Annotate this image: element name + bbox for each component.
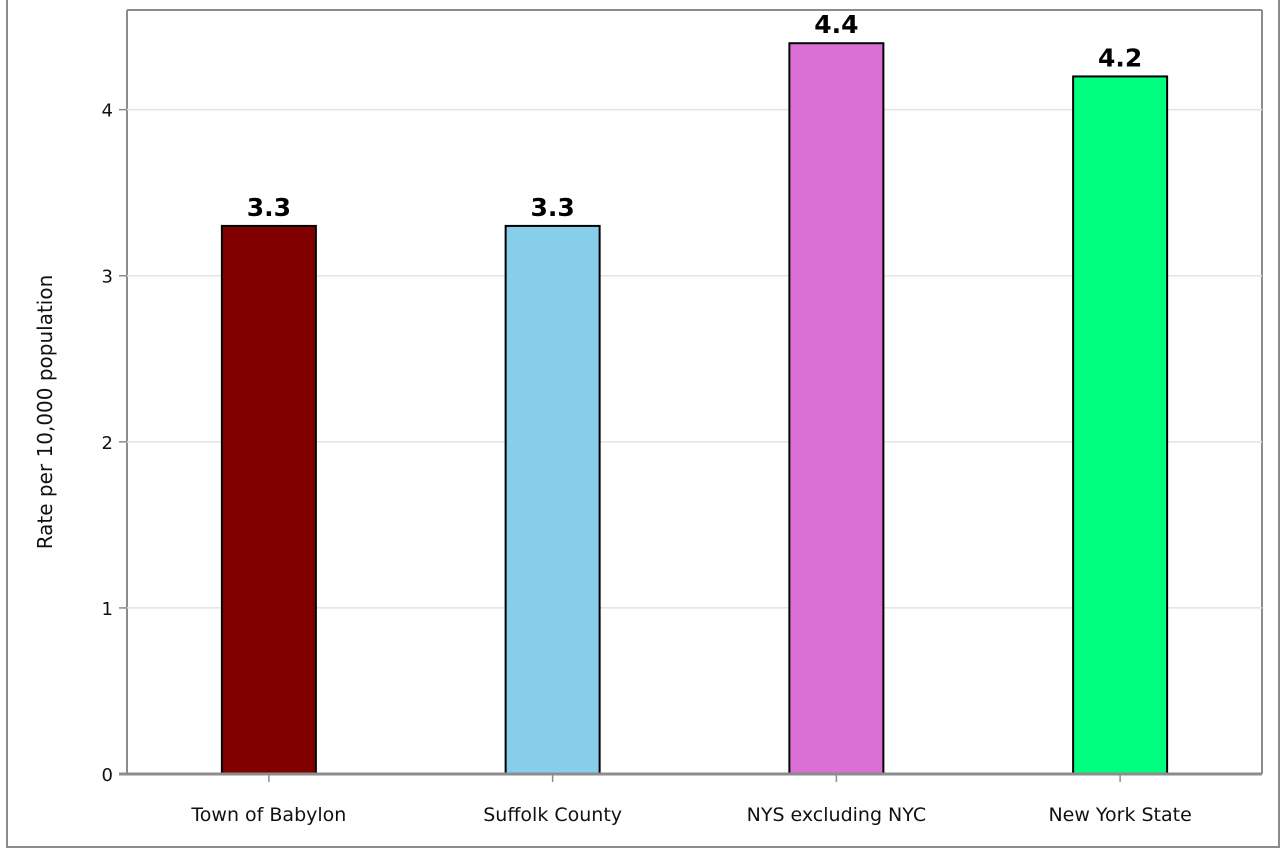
x-axis: Town of Babylon Suffolk County NYS excludi… [119,772,1262,826]
x-tick-label: NYS excluding NYC [747,804,926,826]
y-tick-label: 3 [102,267,113,288]
x-tick-label: New York State [1048,804,1191,826]
data-label: 3.3 [530,193,574,222]
data-label: 4.4 [814,10,858,39]
x-tick-label: Suffolk County [483,804,622,826]
bar [788,42,885,775]
bar [1072,75,1169,776]
y-tick-label: 0 [102,765,113,786]
x-tick-label: Town of Babylon [190,804,346,826]
y-tick-label: 2 [102,433,113,454]
bar [504,224,601,776]
bars [220,42,1169,776]
y-tick-label: 4 [102,101,113,122]
plot-area [126,9,1263,774]
data-label: 4.2 [1098,43,1142,72]
chart-frame [6,0,1280,848]
data-labels: 3.3 3.3 4.4 4.2 [247,10,1143,222]
data-label: 3.3 [247,193,291,222]
bar [220,224,317,776]
y-tick-label: 1 [102,599,113,620]
y-axis-title: Rate per 10,000 population [33,275,57,550]
y-axis: 0 1 2 3 4 [102,101,127,786]
